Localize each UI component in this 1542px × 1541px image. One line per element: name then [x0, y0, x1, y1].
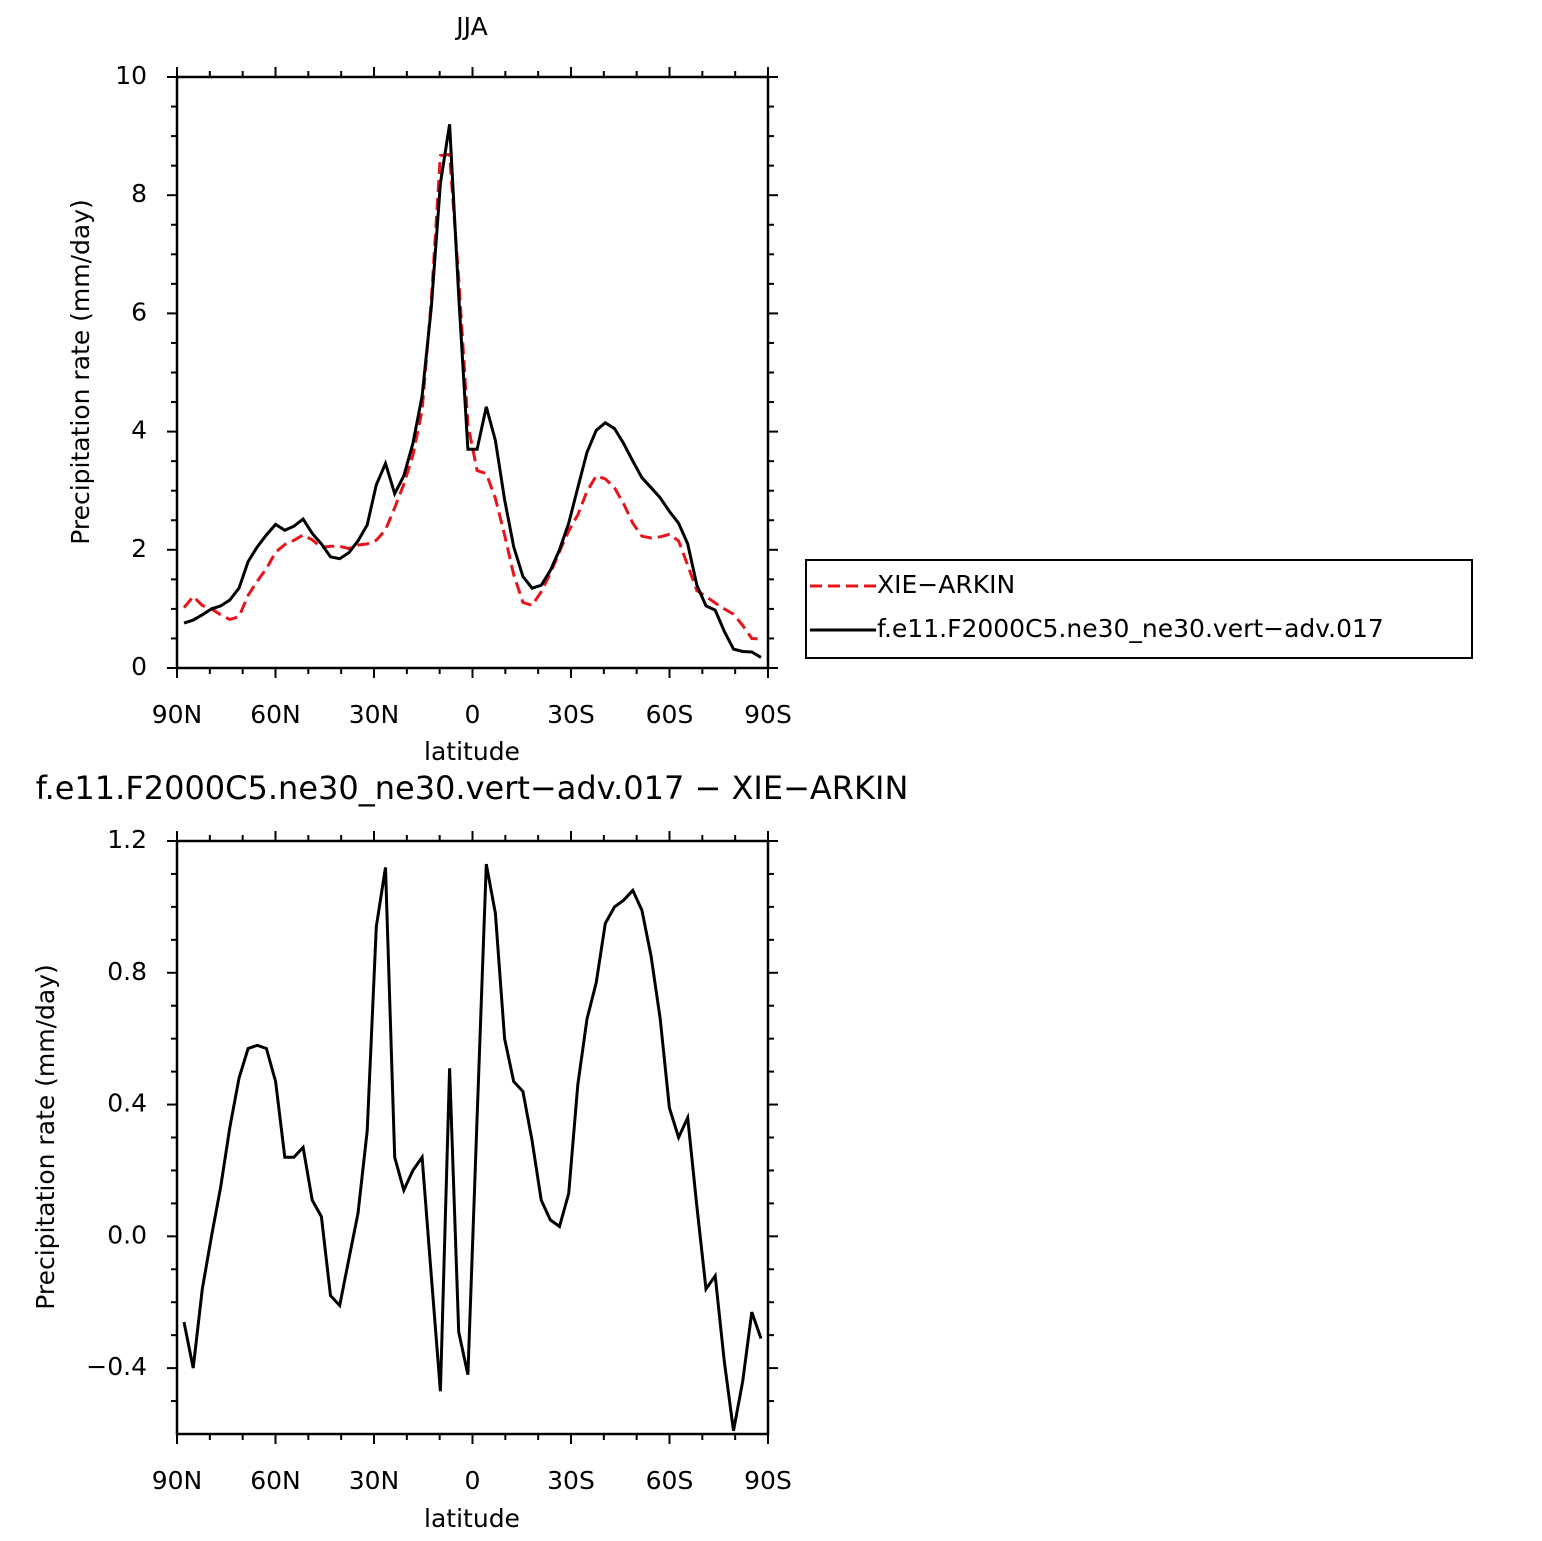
y-tick-label: 8	[131, 179, 147, 208]
x-tick-label: 60S	[646, 700, 694, 729]
x-tick-label: 0	[465, 700, 481, 729]
data-line	[182, 152, 762, 641]
x-tick-label: 60N	[250, 700, 301, 729]
x-tick-label: 90S	[744, 700, 792, 729]
x-tick-label: 60S	[646, 1466, 694, 1495]
y-tick-label: 4	[131, 416, 147, 445]
y-tick-label: −0.4	[86, 1352, 147, 1381]
legend-label: XIE−ARKIN	[877, 570, 1015, 599]
y-tick-label: 0.0	[107, 1220, 147, 1249]
x-tick-label: 90N	[152, 1466, 203, 1495]
y-tick-label: 6	[131, 297, 147, 326]
x-axis-label: latitude	[424, 1504, 520, 1533]
x-tick-label: 30N	[349, 700, 400, 729]
x-tick-label: 0	[465, 1466, 481, 1495]
chart-title: JJA	[454, 12, 487, 41]
x-tick-label: 30S	[547, 1466, 595, 1495]
y-tick-label: 1.2	[107, 825, 147, 854]
y-tick-label: 2	[131, 534, 147, 563]
y-tick-label: 0.4	[107, 1089, 147, 1118]
y-axis-label: Precipitation rate (mm/day)	[66, 199, 95, 545]
x-axis-label: latitude	[424, 737, 520, 766]
x-tick-label: 90N	[152, 700, 203, 729]
legend-label: f.e11.F2000C5.ne30_ne30.vert−adv.017	[877, 614, 1384, 643]
plot-frame	[175, 75, 770, 670]
data-line	[182, 863, 763, 1431]
y-tick-label: 10	[115, 61, 147, 90]
data-line	[183, 124, 762, 659]
y-tick-label: 0.8	[107, 957, 147, 986]
y-tick-label: 0	[131, 652, 147, 681]
x-tick-label: 90S	[744, 1466, 792, 1495]
x-tick-label: 30S	[547, 700, 595, 729]
y-axis-label: Precipitation rate (mm/day)	[31, 964, 60, 1310]
x-tick-label: 60N	[250, 1466, 301, 1495]
chart-title: f.e11.F2000C5.ne30_ne30.vert−adv.017 − X…	[36, 769, 909, 807]
legend-box	[805, 559, 1473, 659]
x-tick-label: 30N	[349, 1466, 400, 1495]
